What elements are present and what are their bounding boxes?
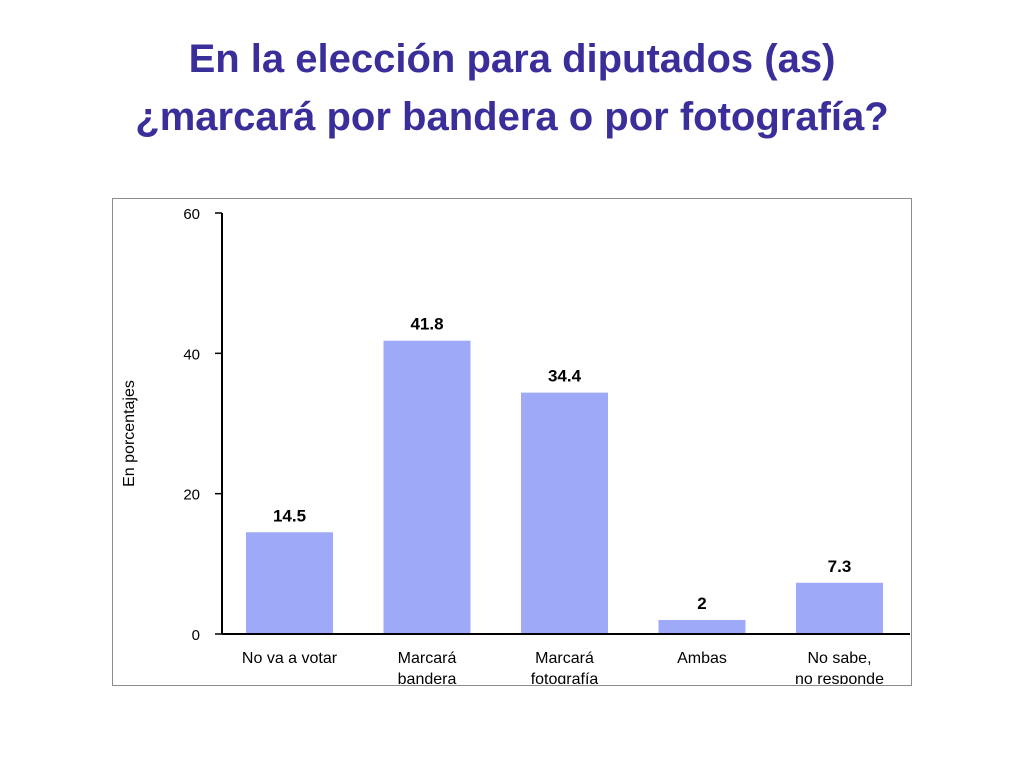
bar-value-label: 41.8 xyxy=(410,315,443,334)
y-tick-label: 40 xyxy=(183,346,200,363)
bar xyxy=(521,392,608,634)
y-axis-title: En porcentajes xyxy=(121,380,138,487)
bar-value-label: 14.5 xyxy=(273,506,306,525)
x-category-label: Marcará xyxy=(398,650,457,667)
title-line-2: ¿marcará por bandera o por fotografía? xyxy=(135,95,889,139)
bar xyxy=(796,582,883,634)
y-tick-label: 0 xyxy=(192,627,200,644)
x-category-label: bandera xyxy=(398,671,457,684)
slide-title: En la elección para diputados (as) ¿marc… xyxy=(0,30,1024,146)
bar-value-label: 7.3 xyxy=(828,557,852,576)
chart-frame: 0 20 40 60 14.5 41.8 34.4 2 7.3 No va a votar Marc… xyxy=(112,198,912,686)
bar-value-label: 2 xyxy=(697,594,706,613)
x-category-label: Marcará xyxy=(535,650,594,667)
y-tick-label: 20 xyxy=(183,487,200,504)
y-tick-label: 60 xyxy=(183,206,200,223)
bar-chart: 0 20 40 60 14.5 41.8 34.4 2 7.3 No va a votar Marc… xyxy=(121,206,910,684)
x-category-label: fotografía xyxy=(531,671,599,684)
x-category-label: No sabe, xyxy=(807,650,871,667)
x-category-label: no responde xyxy=(795,671,884,684)
x-category-label: Ambas xyxy=(677,650,727,667)
bar-value-label: 34.4 xyxy=(548,367,582,386)
bar xyxy=(658,619,746,634)
bar xyxy=(246,532,333,634)
title-line-1: En la elección para diputados (as) xyxy=(188,37,836,81)
bar xyxy=(383,340,471,634)
x-category-label: No va a votar xyxy=(242,650,338,667)
